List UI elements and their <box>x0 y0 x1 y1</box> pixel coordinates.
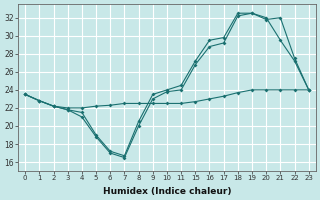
X-axis label: Humidex (Indice chaleur): Humidex (Indice chaleur) <box>103 187 231 196</box>
